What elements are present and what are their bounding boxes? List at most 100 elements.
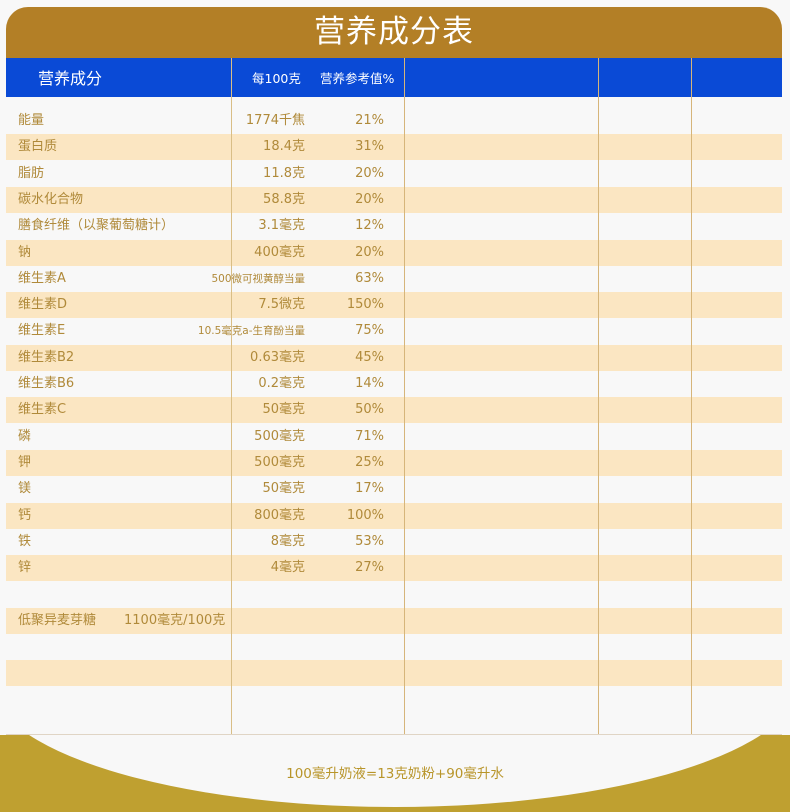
value-cell: 10.5毫克a-生育酚当量 75% bbox=[198, 318, 392, 344]
table-row: 维生素B6 0.2毫克 14% bbox=[6, 371, 782, 397]
nutrient-name: 维生素B2 bbox=[18, 349, 75, 365]
footnote: 100毫升奶液=13克奶粉+90毫升水 bbox=[286, 766, 504, 782]
table-row: 能量 1774千焦 21% bbox=[6, 108, 782, 134]
nutrient-name: 维生素C bbox=[18, 402, 67, 418]
nrv-percent: 150% bbox=[346, 297, 384, 313]
amount-per-100g: 1774千焦 bbox=[245, 113, 305, 128]
amount-per-100g: 10.5毫克a-生育酚当量 bbox=[197, 325, 305, 338]
value-cell: 50毫克 50% bbox=[232, 397, 392, 423]
value-cell: 11.8克 20% bbox=[232, 161, 392, 187]
table-row: 磷 500毫克 71% bbox=[6, 424, 782, 450]
nutrient-name: 锌 bbox=[18, 560, 32, 576]
nutrient-name: 钙 bbox=[18, 507, 32, 523]
table-row: 维生素C 50毫克 50% bbox=[6, 397, 782, 424]
amount-per-100g: 4毫克 bbox=[270, 560, 305, 576]
amount-per-100g: 8毫克 bbox=[270, 533, 305, 549]
column-divider bbox=[598, 58, 599, 734]
table-row: 镁 50毫克 17% bbox=[6, 476, 782, 502]
nrv-percent: 45% bbox=[355, 349, 384, 365]
nutrient-name: 维生素E bbox=[18, 323, 66, 339]
value-cell: 500微可视黄醇当量 63% bbox=[211, 266, 392, 292]
nutrient-name: 钠 bbox=[18, 244, 32, 260]
amount-per-100g: 500微可视黄醇当量 bbox=[211, 272, 305, 285]
header-nrv: 营养参考值% bbox=[320, 71, 395, 86]
nutrient-name: 钾 bbox=[18, 454, 32, 470]
nrv-percent: 53% bbox=[355, 533, 384, 549]
amount-per-100g: 58.8克 bbox=[263, 191, 305, 207]
value-cell: 1774千焦 21% bbox=[232, 108, 392, 134]
bottom-band bbox=[0, 735, 790, 812]
value-cell: 800毫克 100% bbox=[232, 503, 392, 529]
nutrient-name: 维生素A bbox=[18, 270, 66, 286]
value-cell: 58.8克 20% bbox=[232, 187, 392, 213]
table-row: 钙 800毫克 100% bbox=[6, 502, 782, 529]
amount-per-100g: 800毫克 bbox=[254, 507, 305, 523]
table-row-extra: 低聚异麦芽糖 1100毫克/100克 bbox=[6, 607, 782, 634]
column-divider bbox=[404, 58, 405, 734]
table-row-empty bbox=[6, 660, 782, 687]
header-nutrient: 营养成分 bbox=[38, 69, 103, 88]
nutrient-name: 膳食纤维（以聚葡萄糖计） bbox=[18, 218, 175, 234]
table-row: 钾 500毫克 25% bbox=[6, 449, 782, 476]
value-cell: 400毫克 20% bbox=[232, 240, 392, 266]
nrv-percent: 31% bbox=[355, 139, 384, 155]
column-divider bbox=[231, 58, 232, 734]
nutrient-name: 能量 bbox=[18, 113, 45, 128]
nutrient-name: 磷 bbox=[18, 428, 32, 444]
value-cell: 0.63毫克 45% bbox=[232, 345, 392, 371]
value-cell: 7.5微克 150% bbox=[232, 292, 392, 318]
amount-per-100g: 500毫克 bbox=[254, 454, 305, 470]
amount-per-100g: 18.4克 bbox=[263, 139, 305, 155]
nutrient-name: 镁 bbox=[18, 481, 32, 497]
amount-per-100g: 500毫克 bbox=[254, 428, 305, 444]
nrv-percent: 100% bbox=[346, 507, 384, 523]
table-row: 维生素B2 0.63毫克 45% bbox=[6, 344, 782, 371]
amount-per-100g: 0.63毫克 bbox=[250, 349, 305, 365]
value-cell: 3.1毫克 12% bbox=[232, 213, 392, 239]
nrv-percent: 75% bbox=[355, 323, 384, 339]
amount-per-100g: 0.2毫克 bbox=[258, 376, 305, 391]
amount-per-100g: 400毫克 bbox=[254, 244, 305, 260]
nrv-percent: 63% bbox=[355, 270, 384, 286]
nrv-percent: 17% bbox=[355, 481, 384, 497]
amount-per-100g: 50毫克 bbox=[262, 402, 305, 418]
nrv-percent: 27% bbox=[355, 560, 384, 576]
nrv-percent: 12% bbox=[355, 218, 384, 234]
nrv-percent: 14% bbox=[355, 376, 384, 391]
nrv-percent: 71% bbox=[355, 428, 384, 444]
extra-name: 低聚异麦芽糖 bbox=[18, 612, 97, 628]
table-row: 维生素A 500微可视黄醇当量 63% bbox=[6, 266, 782, 292]
amount-per-100g: 7.5微克 bbox=[258, 297, 305, 313]
extra-value: 1100毫克/100克 bbox=[124, 612, 226, 628]
table-row: 维生素E 10.5毫克a-生育酚当量 75% bbox=[6, 318, 782, 344]
amount-per-100g: 3.1毫克 bbox=[258, 218, 305, 234]
table-row: 蛋白质 18.4克 31% bbox=[6, 134, 782, 161]
value-cell: 0.2毫克 14% bbox=[232, 371, 392, 397]
value-cell: 8毫克 53% bbox=[232, 529, 392, 555]
nrv-percent: 20% bbox=[355, 165, 384, 181]
nrv-percent: 50% bbox=[355, 402, 384, 418]
nrv-percent: 20% bbox=[355, 191, 384, 207]
nrv-percent: 25% bbox=[355, 454, 384, 470]
table-row: 脂肪 11.8克 20% bbox=[6, 161, 782, 187]
table-bottom-border bbox=[6, 734, 782, 735]
table-header: 营养成分 每100克 营养参考值% bbox=[6, 58, 782, 97]
column-divider bbox=[691, 58, 692, 734]
nrv-percent: 21% bbox=[355, 113, 384, 128]
amount-per-100g: 11.8克 bbox=[263, 165, 305, 181]
nutrient-name: 维生素D bbox=[18, 297, 68, 313]
nutrient-name: 蛋白质 bbox=[18, 139, 58, 155]
nrv-percent: 20% bbox=[355, 244, 384, 260]
table-row: 膳食纤维（以聚葡萄糖计） 3.1毫克 12% bbox=[6, 213, 782, 239]
nutrient-name: 铁 bbox=[18, 533, 32, 549]
table-row: 钠 400毫克 20% bbox=[6, 239, 782, 266]
amount-per-100g: 50毫克 bbox=[262, 481, 305, 497]
value-cell: 4毫克 27% bbox=[232, 555, 392, 581]
table-row: 锌 4毫克 27% bbox=[6, 555, 782, 582]
table-row: 铁 8毫克 53% bbox=[6, 529, 782, 555]
page-title: 营养成分表 bbox=[6, 7, 782, 58]
header-per-100g: 每100克 bbox=[252, 71, 301, 86]
table-row: 碳水化合物 58.8克 20% bbox=[6, 186, 782, 213]
value-cell: 500毫克 25% bbox=[232, 450, 392, 476]
nutrient-name: 碳水化合物 bbox=[18, 191, 84, 207]
